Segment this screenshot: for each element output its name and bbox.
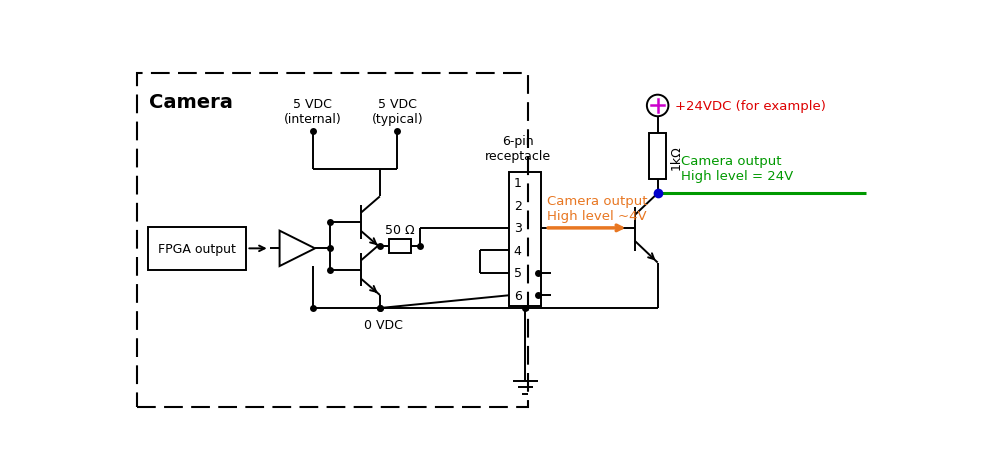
Bar: [509, 172, 541, 307]
Text: 3: 3: [513, 222, 521, 235]
Text: 5: 5: [513, 267, 521, 280]
Text: 4: 4: [513, 244, 521, 258]
Text: Camera output
High level ~4V: Camera output High level ~4V: [547, 194, 647, 222]
Text: Camera output
High level = 24V: Camera output High level = 24V: [681, 154, 793, 182]
Text: 6: 6: [513, 289, 521, 302]
Text: 5 VDC
(internal): 5 VDC (internal): [283, 98, 342, 126]
Text: 2: 2: [513, 199, 521, 212]
Bar: [148, 228, 247, 270]
Text: 5 VDC
(typical): 5 VDC (typical): [372, 98, 423, 126]
Text: 1kΩ: 1kΩ: [669, 145, 682, 169]
Bar: [649, 134, 666, 180]
Text: FPGA output: FPGA output: [159, 242, 236, 255]
Text: 50 Ω: 50 Ω: [385, 223, 414, 236]
Text: 6-pin
receptacle: 6-pin receptacle: [485, 135, 551, 163]
Bar: [389, 239, 410, 253]
Text: 0 VDC: 0 VDC: [365, 318, 403, 331]
Text: Camera: Camera: [150, 93, 233, 112]
Text: 1: 1: [513, 177, 521, 190]
Text: +24VDC (for example): +24VDC (for example): [675, 100, 826, 113]
